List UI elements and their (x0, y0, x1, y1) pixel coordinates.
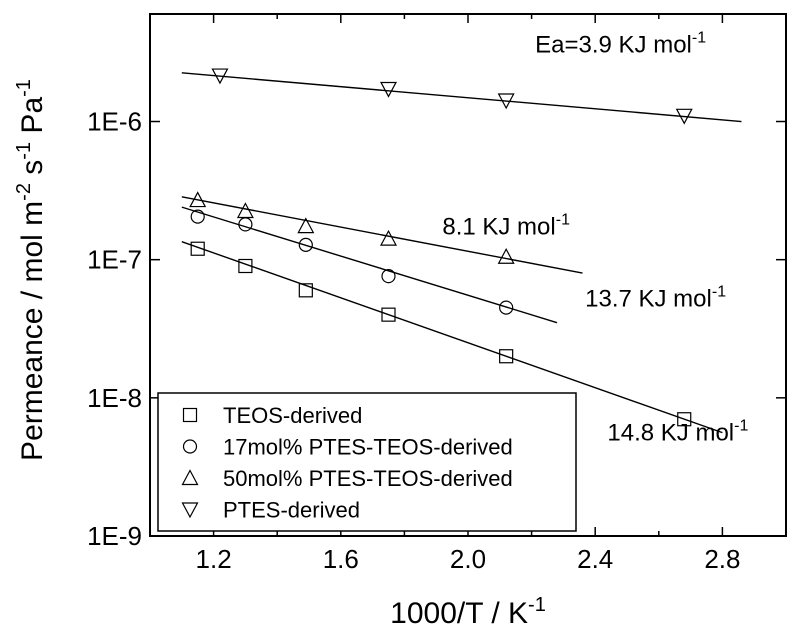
data-point-teos-derived (381, 307, 396, 322)
y-axis-label-sup: -2 (13, 183, 35, 201)
activation-energy-label: 8.1 KJ mol-1 (442, 212, 570, 241)
activation-energy-label: 14.8 KJ mol-1 (607, 418, 748, 447)
activation-energy-label: Ea=3.9 KJ mol-1 (535, 30, 706, 59)
data-point-ptes-derived (379, 81, 398, 98)
y-tick-label: 1E-7 (87, 245, 142, 275)
data-point-50mol-ptes-teos-derived (236, 202, 254, 219)
y-axis-label: Permeance / mol m-2 s-1 Pa-1 (4, 0, 49, 582)
x-tick-label: 2.0 (450, 544, 486, 574)
legend-box (157, 392, 577, 532)
legend-label: 17mol% PTES-TEOS-derived (223, 435, 513, 460)
legend-label: PTES-derived (223, 498, 360, 523)
legend-marker (182, 439, 198, 454)
fit-line-ptes-derived (181, 72, 742, 123)
data-point-50mol-ptes-teos-derived (379, 229, 398, 246)
x-axis-label: 1000/T / K-1 (150, 588, 786, 631)
x-axis-label-sup: -1 (528, 594, 546, 616)
data-point-teos-derived (190, 241, 205, 256)
legend-marker (181, 469, 199, 486)
fit-line-teos-derived (181, 241, 723, 434)
data-point-50mol-ptes-teos-derived (297, 217, 315, 234)
data-point-17mol-ptes-teos-derived (298, 237, 313, 252)
legend-label: TEOS-derived (223, 403, 362, 428)
y-tick-label: 1E-8 (87, 383, 142, 413)
data-point-17mol-ptes-teos-derived (381, 269, 396, 284)
data-point-ptes-derived (497, 93, 515, 110)
y-tick-label: 1E-9 (87, 521, 142, 551)
y-axis-label-sup: -1 (13, 141, 35, 160)
x-axis-label-text: 1000/T / K (390, 597, 529, 630)
x-tick-label: 2.8 (704, 544, 740, 574)
data-point-ptes-derived (675, 108, 693, 125)
legend-marker (181, 502, 199, 519)
data-point-teos-derived (298, 283, 313, 298)
activation-energy-label: 13.7 KJ mol-1 (585, 283, 726, 312)
data-point-ptes-derived (211, 68, 229, 85)
legend-marker (182, 407, 198, 423)
data-point-50mol-ptes-teos-derived (497, 247, 515, 264)
fit-line-17mol-ptes-teos-derived (181, 206, 558, 324)
y-axis-label-text: s (16, 159, 49, 184)
x-tick-label: 1.6 (323, 544, 359, 574)
data-point-17mol-ptes-teos-derived (190, 209, 205, 224)
x-tick-label: 2.4 (577, 544, 613, 574)
x-tick-label: 1.2 (196, 544, 232, 574)
data-point-teos-derived (499, 349, 514, 364)
y-axis-label-text: Pa (16, 96, 49, 142)
legend-label: 50mol% PTES-TEOS-derived (223, 466, 513, 491)
data-point-17mol-ptes-teos-derived (499, 300, 514, 315)
data-point-teos-derived (238, 258, 253, 274)
data-point-17mol-ptes-teos-derived (238, 217, 253, 232)
data-point-50mol-ptes-teos-derived (189, 191, 207, 208)
y-axis-label-sup: -1 (13, 79, 35, 97)
y-axis-label-text: Permeance / mol m (16, 200, 49, 461)
data-point-teos-derived (677, 412, 692, 427)
y-tick-label: 1E-6 (87, 107, 142, 137)
